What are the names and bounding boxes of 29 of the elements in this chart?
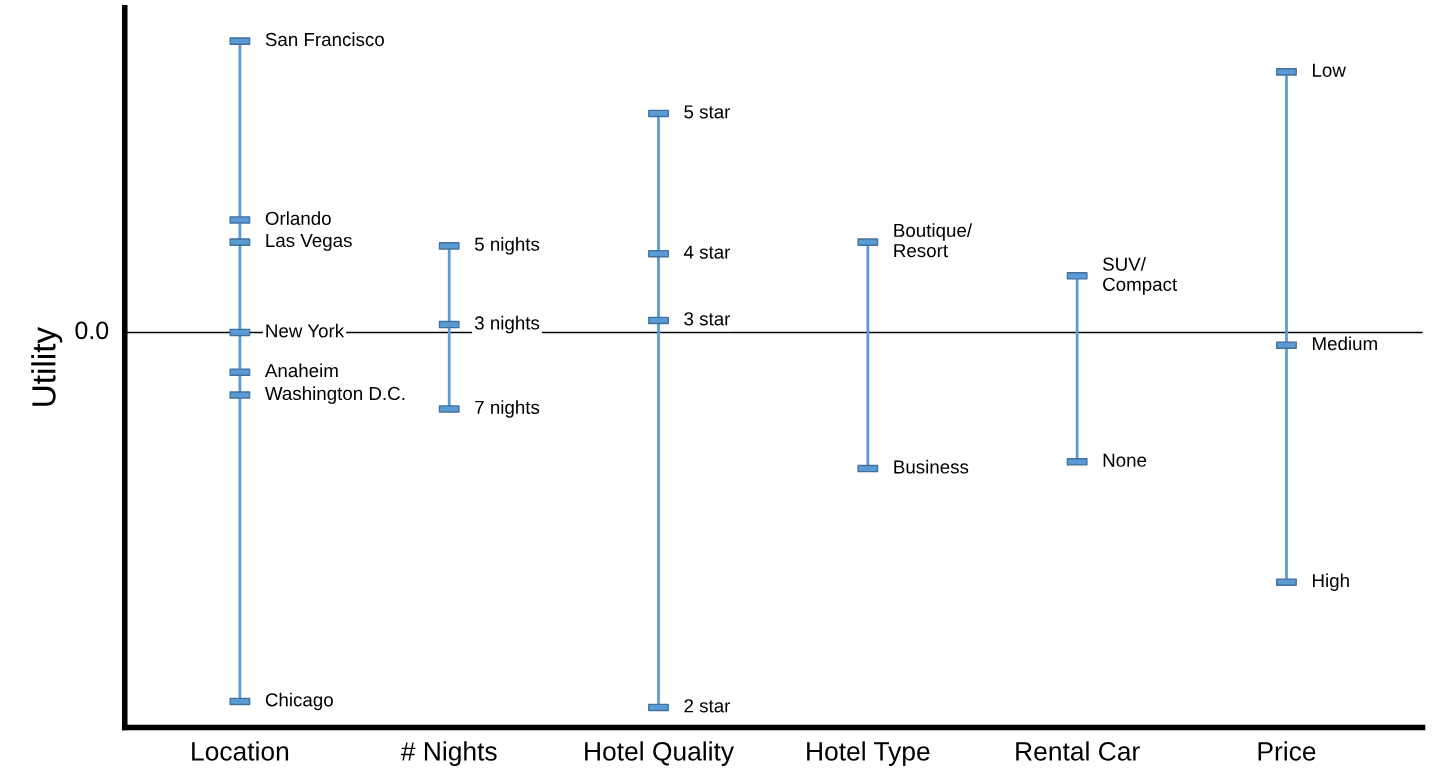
annotation: Low [1313, 63, 1346, 77]
annotation: 3 star [684, 312, 731, 326]
annotation: Washington D.C. [264, 386, 405, 404]
annotation: High [1313, 573, 1349, 591]
annotation: San Francisco [265, 32, 384, 47]
y-axis-title: Utility [31, 326, 63, 406]
annotation: 7 nights [475, 400, 540, 418]
x-tick-label: Rental Car [1016, 741, 1140, 761]
x-tick-label: # Nights [400, 741, 497, 766]
annotation: Chicago [265, 692, 333, 711]
annotation: 5 star [684, 105, 731, 119]
annotation: Anaheim [264, 363, 338, 378]
annotation: 5 nights [474, 237, 540, 255]
annotation: None [1103, 453, 1147, 467]
annotation: Boutique/ Resort [894, 223, 973, 258]
x-tick-label: Hotel Quality [585, 741, 734, 766]
annotation: SUV/ Compact [1103, 257, 1178, 295]
x-tick-label: Price [1258, 741, 1316, 761]
annotation: Business [894, 459, 969, 474]
ref-line-label: 0.0 [75, 321, 109, 340]
annotation: 3 nights [474, 315, 540, 334]
annotation: 2 star [684, 699, 731, 713]
x-tick-label: Location [192, 741, 289, 761]
x-tick-label: Hotel Type [807, 741, 930, 766]
annotation: New York [266, 323, 345, 338]
annotation: Las Vegas [266, 234, 352, 251]
annotation: Medium [1313, 336, 1377, 351]
annotation: Orlando [265, 211, 331, 225]
annotation: 4 star [683, 245, 731, 259]
